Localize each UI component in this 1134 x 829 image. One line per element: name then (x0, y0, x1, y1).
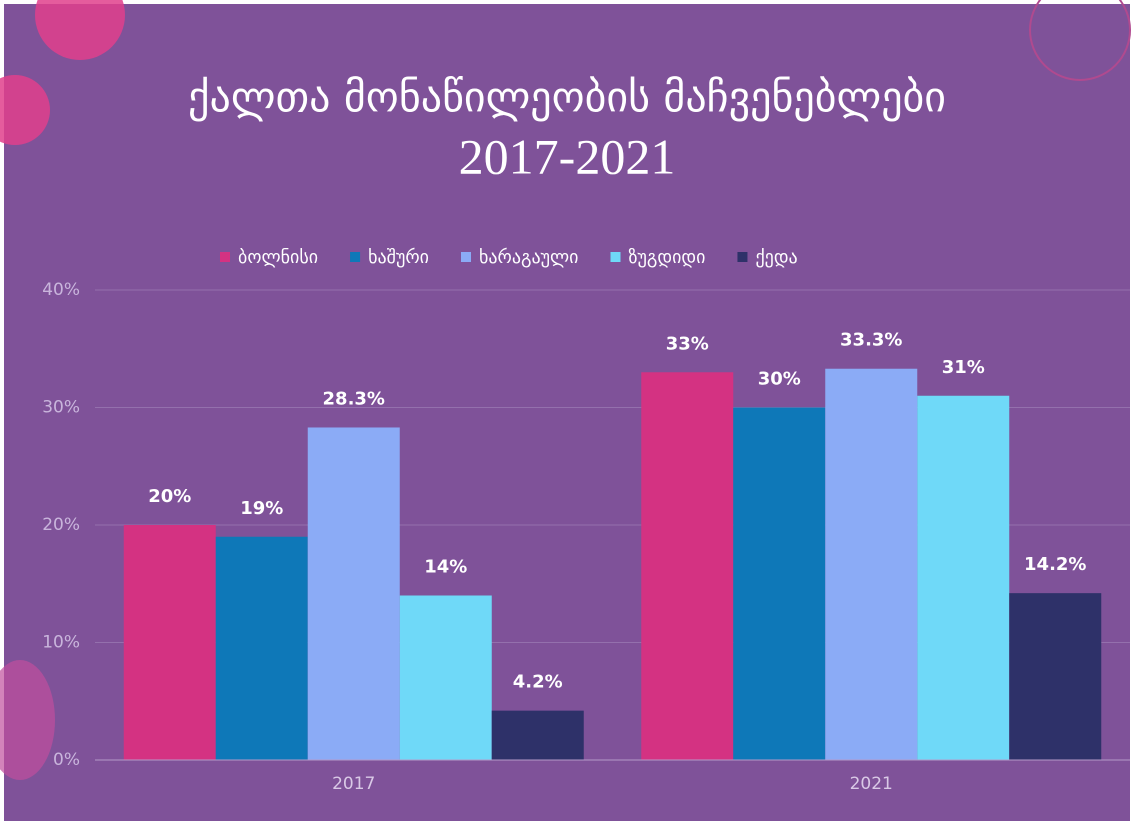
bar (917, 395, 1010, 760)
y-tick-label: 40% (42, 280, 80, 300)
legend-label: ზუგდიდი (629, 247, 706, 268)
bar (641, 372, 734, 760)
bar (399, 595, 492, 760)
legend-label: ქედა (755, 247, 797, 268)
chart-subtitle: 2017-2021 (459, 128, 676, 184)
legend-swatch (610, 252, 621, 262)
bar (1009, 593, 1102, 760)
value-label: 4.2% (513, 672, 563, 693)
value-label: 31% (942, 357, 985, 378)
bar (215, 536, 308, 760)
value-label: 20% (148, 486, 191, 507)
decoration (35, 0, 125, 60)
legend-label: ბოლნისი (238, 247, 318, 268)
value-label: 14.2% (1024, 554, 1086, 575)
value-label: 19% (240, 498, 283, 519)
chart-title: ქალთა მონაწილეობის მაჩვენებლები (188, 73, 946, 122)
x-tick-label: 2017 (332, 774, 375, 794)
y-tick-label: 10% (42, 633, 80, 653)
legend-label: ხაშური (368, 247, 429, 268)
bar (123, 525, 216, 760)
bar (491, 710, 584, 760)
legend-swatch (461, 252, 471, 262)
bar (825, 368, 918, 760)
decoration (1029, 0, 1131, 81)
legend-swatch (220, 252, 230, 262)
decoration (0, 660, 55, 780)
value-label: 14% (424, 557, 467, 578)
bar (733, 407, 826, 760)
y-tick-label: 30% (42, 398, 80, 418)
decoration (0, 75, 50, 145)
value-label: 30% (758, 369, 801, 390)
value-label: 33% (666, 333, 709, 354)
value-label: 28.3% (323, 388, 385, 409)
y-tick-label: 20% (42, 515, 80, 535)
value-label: 33.3% (840, 330, 902, 351)
x-tick-label: 2021 (850, 774, 893, 794)
legend-label: ხარაგაული (479, 247, 579, 268)
legend-swatch (737, 252, 748, 262)
bar (307, 427, 400, 760)
legend-swatch (350, 252, 361, 262)
y-tick-label: 0% (53, 750, 80, 770)
